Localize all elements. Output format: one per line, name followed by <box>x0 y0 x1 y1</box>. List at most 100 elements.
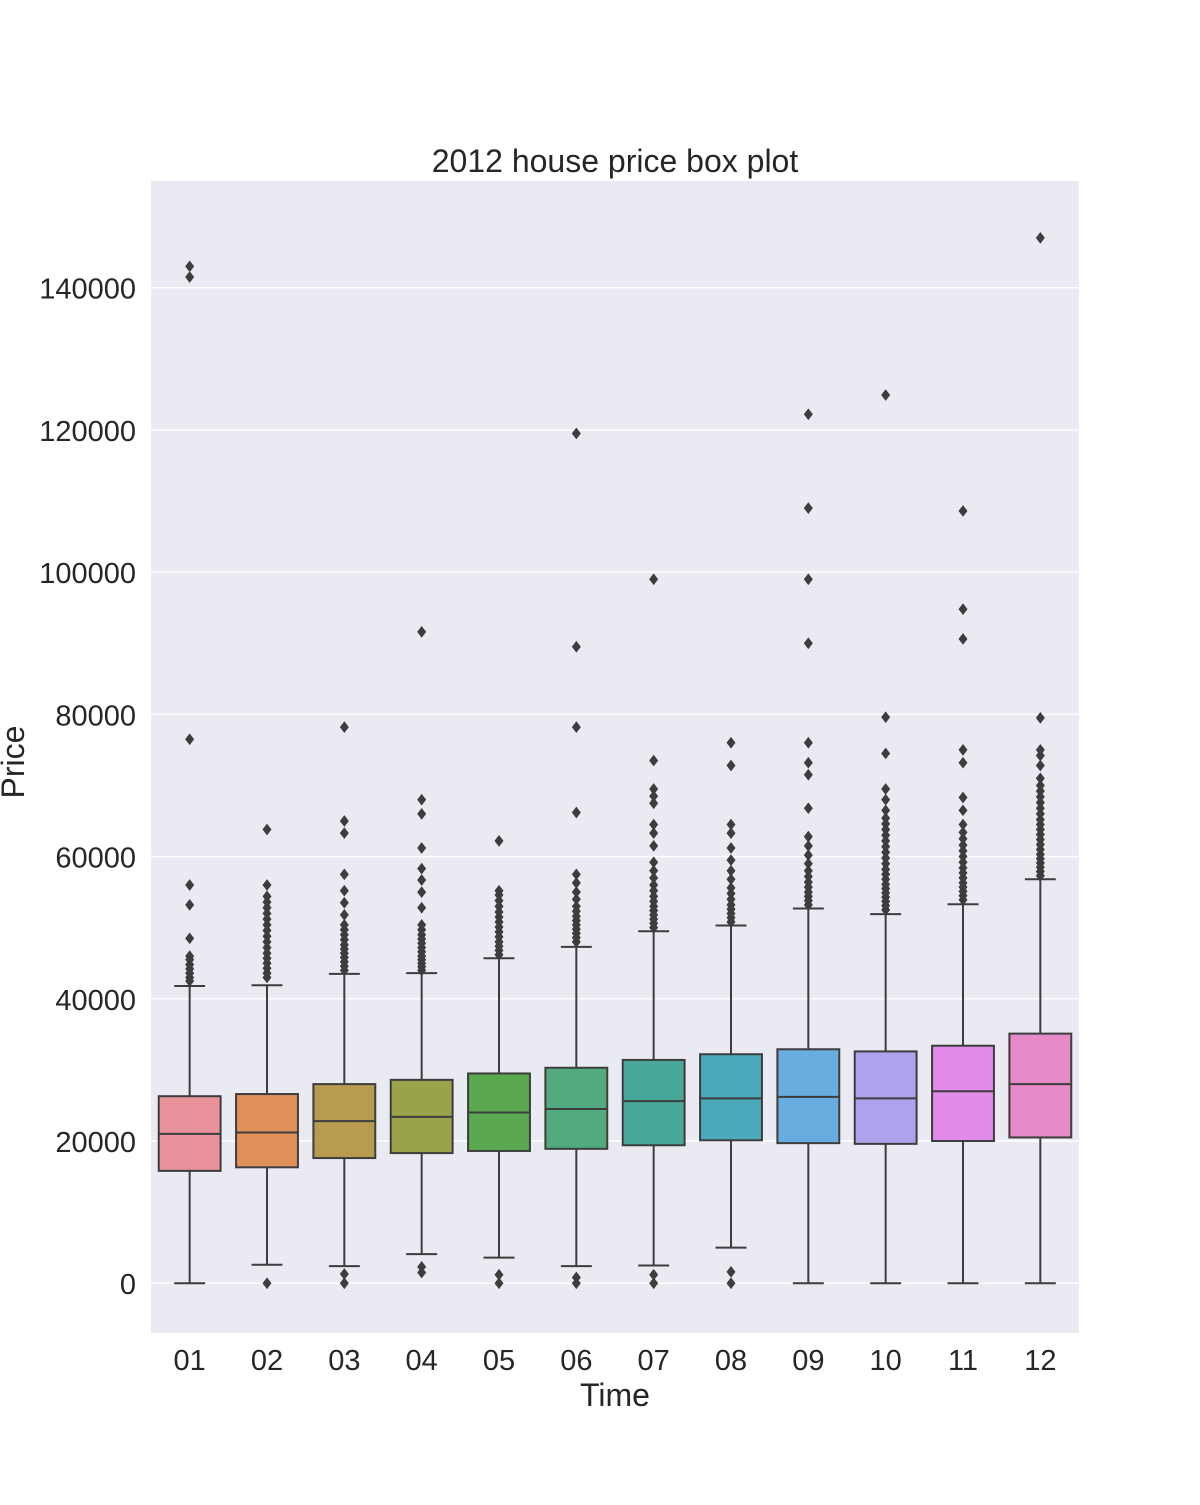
outlier-point <box>958 804 968 817</box>
y-tick-label: 0 <box>120 1269 136 1301</box>
outlier-point <box>881 747 891 760</box>
outlier-point <box>649 573 659 586</box>
outlier-point <box>571 640 581 653</box>
outlier-point <box>649 1277 659 1290</box>
outlier-point <box>339 896 349 909</box>
outlier-point <box>1035 744 1045 756</box>
outlier-point <box>571 721 581 733</box>
outlier-point <box>417 1261 427 1273</box>
box-group <box>235 823 299 1290</box>
y-tick-label: 100000 <box>39 558 136 590</box>
outlier-point <box>881 804 891 817</box>
outlier-point <box>1035 712 1045 724</box>
outlier-point <box>417 901 427 914</box>
outlier-point <box>1035 232 1045 244</box>
outlier-point <box>649 856 659 869</box>
outlier-point <box>339 868 349 881</box>
box-group <box>931 505 995 1285</box>
outlier-point <box>649 840 659 852</box>
outlier-point <box>726 881 736 894</box>
outlier-point <box>417 808 427 820</box>
y-axis-label: Price <box>0 726 31 799</box>
outlier-point <box>494 835 504 847</box>
outlier-point <box>958 603 968 615</box>
outlier-point <box>726 842 736 854</box>
outlier-point <box>262 823 272 836</box>
outlier-point <box>803 756 813 769</box>
outlier-point <box>339 827 349 839</box>
x-axis-ticks: 01 02 03 04 05 06 07 08 09 10 11 12 <box>174 1345 1057 1377</box>
x-tick-label: 01 <box>174 1345 206 1377</box>
outlier-point <box>262 879 272 891</box>
x-tick-label: 06 <box>560 1345 592 1377</box>
outlier-point <box>1035 779 1045 792</box>
outlier-point <box>726 873 736 886</box>
outlier-point <box>803 768 813 781</box>
outlier-point <box>339 918 349 931</box>
outlier-point <box>881 711 891 724</box>
outlier-point <box>726 1277 736 1290</box>
outlier-point <box>726 1265 736 1278</box>
outlier-point <box>339 909 349 921</box>
outlier-point <box>649 1268 659 1281</box>
outlier-point <box>803 502 813 514</box>
box-group <box>621 573 686 1290</box>
outlier-point <box>803 840 813 852</box>
outlier-point <box>803 573 813 586</box>
outlier-point <box>494 1277 504 1290</box>
outlier-point <box>958 826 968 839</box>
grid-lines <box>151 286 1079 1284</box>
box-group <box>157 260 222 1285</box>
outlier-point <box>958 744 968 756</box>
box-group <box>312 721 377 1290</box>
outlier-point <box>649 790 659 802</box>
outlier-point <box>339 884 349 897</box>
outlier-point <box>726 736 736 749</box>
box-group <box>776 408 841 1285</box>
outlier-point <box>417 862 427 875</box>
outlier-point <box>649 872 659 884</box>
outlier-point <box>417 874 427 886</box>
outlier-point <box>881 812 891 825</box>
outlier-point <box>881 783 891 795</box>
box-group <box>1008 232 1073 1285</box>
outlier-point <box>803 849 813 861</box>
outlier-point <box>649 783 659 795</box>
outlier-point <box>339 721 349 733</box>
x-tick-label: 11 <box>948 1345 978 1377</box>
outlier-point <box>571 427 581 440</box>
x-axis-label: Time <box>580 1377 650 1413</box>
outlier-point <box>185 950 195 962</box>
outlier-point <box>571 893 581 906</box>
outlier-point <box>649 754 659 767</box>
x-tick-label: 08 <box>715 1345 747 1377</box>
box <box>621 1058 686 1147</box>
outlier-point <box>417 918 427 931</box>
outlier-point <box>958 505 968 517</box>
outlier-point <box>417 842 427 854</box>
outlier-point <box>726 827 736 839</box>
box-group <box>389 625 454 1279</box>
outlier-point <box>649 827 659 839</box>
y-tick-label: 120000 <box>39 416 136 448</box>
boxes <box>157 232 1073 1290</box>
outlier-point <box>185 733 195 746</box>
box-group <box>699 736 763 1290</box>
outlier-point <box>185 260 195 273</box>
outlier-point <box>417 625 427 638</box>
outlier-point <box>417 793 427 806</box>
outlier-point <box>726 818 736 831</box>
outlier-point <box>803 830 813 843</box>
outlier-point <box>958 832 968 845</box>
outlier-point <box>185 932 195 945</box>
outlier-point <box>571 886 581 898</box>
y-tick-label: 40000 <box>55 985 136 1017</box>
outlier-point <box>185 899 195 911</box>
outlier-point <box>726 864 736 877</box>
y-tick-label: 80000 <box>55 700 136 732</box>
outlier-point <box>571 868 581 881</box>
box <box>1008 1032 1073 1139</box>
outlier-point <box>958 791 968 804</box>
outlier-point <box>571 806 581 819</box>
x-tick-label: 02 <box>251 1345 283 1377</box>
